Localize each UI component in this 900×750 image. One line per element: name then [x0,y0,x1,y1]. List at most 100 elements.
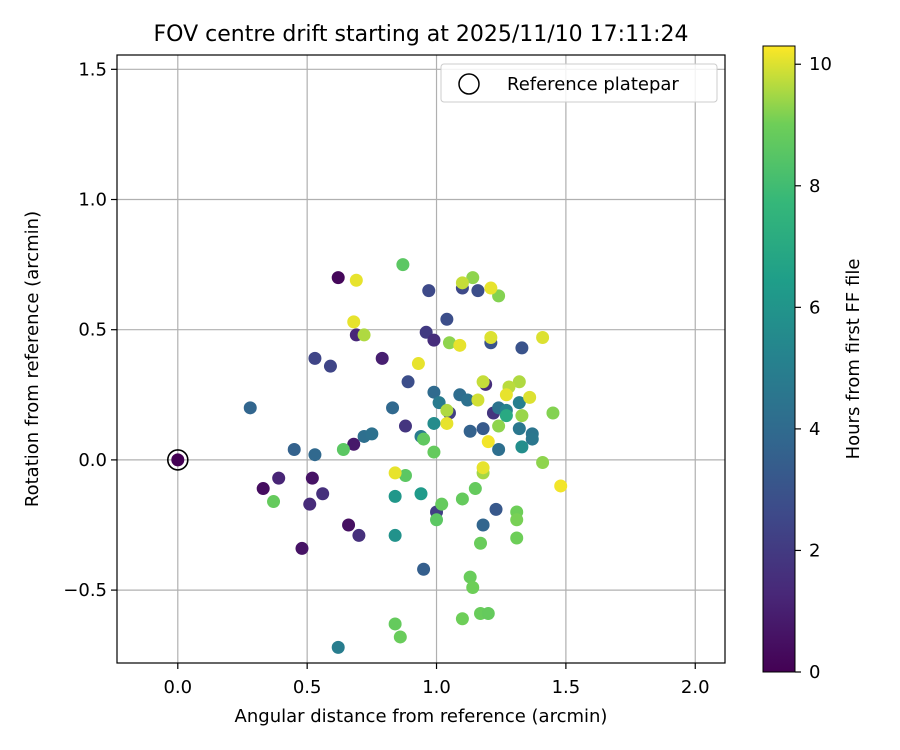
data-point [484,331,498,345]
colorbar-gradient [762,45,796,673]
data-point [499,388,513,402]
plot-frame [116,54,726,664]
legend-box [440,63,718,103]
chart-title: FOV centre drift starting at 2025/11/10 … [154,22,689,47]
y-tick-label: 1.5 [78,59,107,80]
data-point [455,492,469,506]
data-point [440,416,454,430]
data-point [323,359,337,373]
data-point [430,513,444,527]
data-point [331,271,345,285]
data-point [398,419,412,433]
data-point [455,276,469,290]
data-point [308,351,322,365]
data-point [515,440,529,454]
data-point [510,531,524,545]
data-point [267,495,281,509]
y-tick-label: 0.5 [78,320,107,341]
data-point [349,273,363,287]
reference-platepar-marker [167,449,189,471]
data-point [499,409,513,423]
x-axis-label: Angular distance from reference (arcmin) [235,706,608,727]
data-point [463,424,477,438]
data-point [515,341,529,355]
data-point [365,427,379,441]
data-point [512,396,526,410]
data-point [287,442,301,456]
data-point [393,630,407,644]
y-axis-ticks: −0.5 0.0 0.5 1.0 1.5 [63,59,117,601]
x-tick-label: 1.0 [422,677,451,698]
data-point [347,315,361,329]
data-point [316,487,330,501]
colorbar: 0 2 4 6 8 10 Hours from first FF file [762,45,864,683]
data-point [481,435,495,449]
data-point [336,442,350,456]
data-point [471,284,485,298]
data-point [474,536,488,550]
data-point [492,419,506,433]
data-point [427,416,441,430]
data-point [453,338,467,352]
data-point [171,453,185,467]
colorbar-tick-label: 8 [809,176,820,197]
data-point [440,403,454,417]
y-axis-label: Rotation from reference (arcmin) [22,211,43,507]
data-point [417,562,431,576]
data-point [455,612,469,626]
data-point [401,375,415,389]
data-point [396,258,410,272]
data-point [427,333,441,347]
data-point [357,328,371,342]
data-point [512,375,526,389]
data-point [414,487,428,501]
data-point [386,401,400,415]
data-point [525,432,539,446]
data-point [388,489,402,503]
data-point [523,390,537,404]
data-point [417,432,431,446]
data-point [476,422,490,436]
colorbar-tick-label: 0 [809,662,820,683]
data-point [463,570,477,584]
data-point [352,528,366,542]
data-point [422,284,436,298]
data-point [466,580,480,594]
data-point [272,471,286,485]
data-point [476,375,490,389]
data-point [476,518,490,532]
data-point [466,271,480,285]
data-point [411,357,425,371]
data-point [388,617,402,631]
data-point [442,336,456,350]
data-point [476,461,490,475]
data-point [375,351,389,365]
x-axis-ticks: 0.0 0.5 1.0 1.5 2.0 [163,663,710,698]
colorbar-ticks: 0 2 4 6 8 10 [795,54,832,683]
x-tick-label: 2.0 [681,677,710,698]
data-point [388,528,402,542]
data-point [435,497,449,511]
data-point [347,437,361,451]
data-point [515,409,529,423]
x-tick-label: 0.0 [163,677,192,698]
colorbar-tick-label: 10 [809,54,832,75]
data-point [398,469,412,483]
scatter-points [171,258,568,654]
data-point [243,401,257,415]
data-point [461,393,475,407]
data-point [388,466,402,480]
reference-marker-group [167,449,189,471]
legend: Reference platepar [440,63,718,103]
data-point [303,497,317,511]
colorbar-tick-label: 2 [809,540,820,561]
data-point [256,482,270,496]
data-point [308,448,322,462]
data-point [510,513,524,527]
colorbar-label: Hours from first FF file [843,259,864,460]
data-point [554,479,568,493]
legend-label: Reference platepar [507,74,679,95]
data-point [468,482,482,496]
x-tick-label: 0.5 [293,677,322,698]
